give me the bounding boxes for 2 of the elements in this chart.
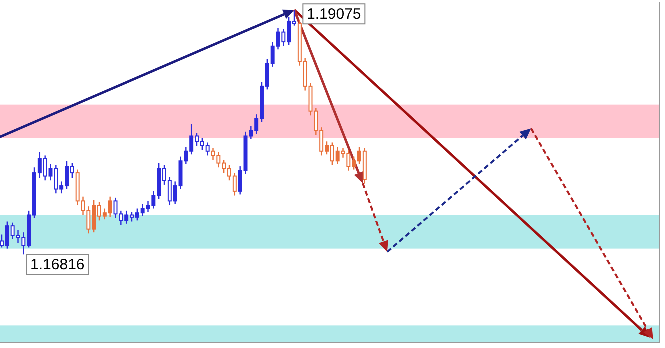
annotation: 1.19075 bbox=[307, 6, 362, 24]
annotation: 1.16816 bbox=[30, 256, 85, 274]
